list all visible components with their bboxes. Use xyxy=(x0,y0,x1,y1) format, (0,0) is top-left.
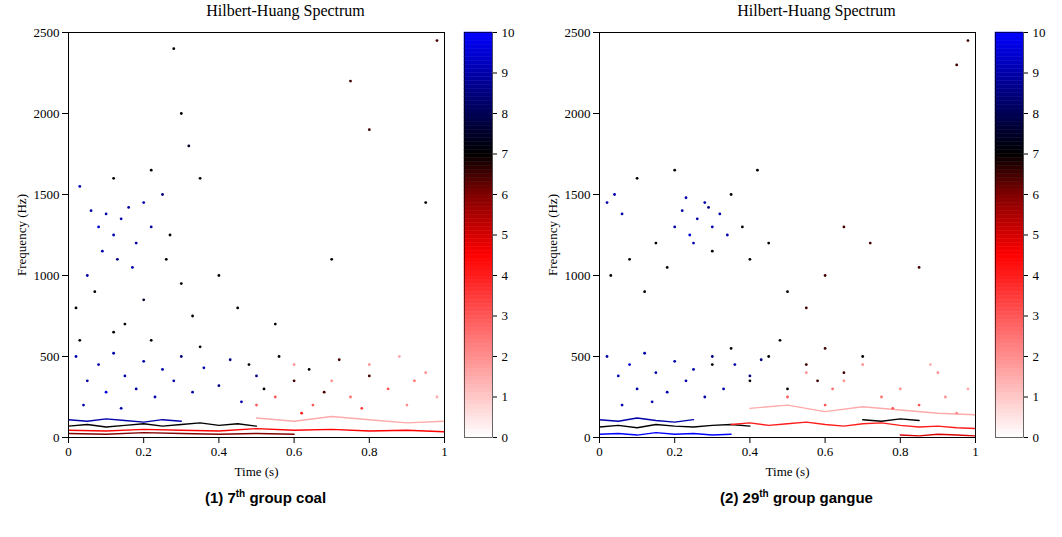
svg-text:1: 1 xyxy=(1032,389,1039,404)
svg-text:4: 4 xyxy=(501,268,508,283)
svg-text:0.2: 0.2 xyxy=(135,444,151,459)
svg-text:7: 7 xyxy=(1032,146,1039,161)
svg-text:Time (s): Time (s) xyxy=(765,464,809,479)
svg-text:10: 10 xyxy=(501,25,514,40)
svg-text:7: 7 xyxy=(501,146,508,161)
svg-text:9: 9 xyxy=(1032,65,1039,80)
svg-text:0.2: 0.2 xyxy=(666,444,682,459)
svg-text:2500: 2500 xyxy=(564,25,590,40)
svg-text:1000: 1000 xyxy=(564,268,590,283)
svg-text:2000: 2000 xyxy=(33,106,59,121)
svg-text:5: 5 xyxy=(501,227,508,242)
svg-text:6: 6 xyxy=(1032,187,1039,202)
svg-text:0: 0 xyxy=(596,444,603,459)
svg-text:5: 5 xyxy=(1032,227,1039,242)
svg-text:1500: 1500 xyxy=(33,187,59,202)
svg-text:500: 500 xyxy=(40,349,60,364)
svg-text:8: 8 xyxy=(501,106,508,121)
svg-text:0: 0 xyxy=(65,444,72,459)
svg-text:0.6: 0.6 xyxy=(285,444,302,459)
svg-text:8: 8 xyxy=(1032,106,1039,121)
html-text:Hilbert-Huang Spectrum: Hilbert-Huang Spectrum xyxy=(737,2,896,19)
svg-text:2500: 2500 xyxy=(33,25,59,40)
svg-text:2: 2 xyxy=(501,349,508,364)
svg-text:9: 9 xyxy=(501,65,508,80)
svg-text:4: 4 xyxy=(1032,268,1039,283)
svg-text:6: 6 xyxy=(501,187,508,202)
svg-text:1: 1 xyxy=(441,444,448,459)
svg-text:0: 0 xyxy=(501,430,508,445)
svg-text:0: 0 xyxy=(1032,430,1039,445)
svg-text:0: 0 xyxy=(584,430,591,445)
svg-text:1500: 1500 xyxy=(564,187,590,202)
svg-text:0: 0 xyxy=(53,430,60,445)
svg-text:Frequency (Hz): Frequency (Hz) xyxy=(544,194,559,276)
svg-text:3: 3 xyxy=(1032,308,1039,323)
html-text:Hilbert-Huang Spectrum: Hilbert-Huang Spectrum xyxy=(206,2,365,19)
svg-text:10: 10 xyxy=(1032,25,1045,40)
svg-text:Frequency (Hz): Frequency (Hz) xyxy=(13,194,28,276)
svg-text:0.4: 0.4 xyxy=(210,444,227,459)
svg-text:500: 500 xyxy=(571,349,591,364)
svg-text:0.8: 0.8 xyxy=(361,444,377,459)
svg-text:0.6: 0.6 xyxy=(816,444,833,459)
svg-text:2000: 2000 xyxy=(564,106,590,121)
svg-text:1: 1 xyxy=(501,389,508,404)
svg-text:2: 2 xyxy=(1032,349,1039,364)
html-text:(1) 7thgroup coal: (1) 7thgroup coal xyxy=(204,488,327,506)
svg-text:Time (s): Time (s) xyxy=(234,464,278,479)
svg-text:0.4: 0.4 xyxy=(741,444,758,459)
svg-text:1000: 1000 xyxy=(33,268,59,283)
html-text:(2) 29thgroup gangue: (2) 29thgroup gangue xyxy=(720,488,873,506)
svg-text:3: 3 xyxy=(501,308,508,323)
svg-text:1: 1 xyxy=(972,444,979,459)
svg-text:0.8: 0.8 xyxy=(892,444,908,459)
